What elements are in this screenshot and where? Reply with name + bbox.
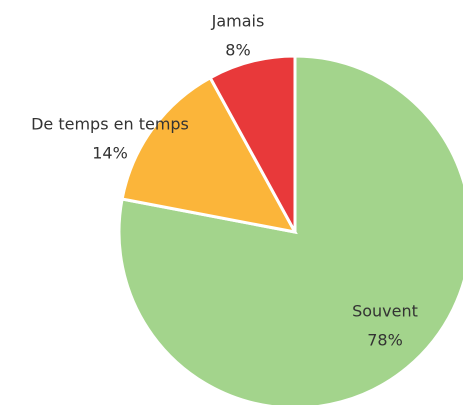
slice-label: De temps en temps — [31, 115, 189, 134]
slice-label: Jamais — [211, 12, 265, 31]
pie-slice — [208, 54, 297, 233]
slice-value-label: 8% — [225, 41, 250, 60]
slice-value-label: 78% — [367, 331, 403, 350]
pie-slice — [117, 54, 463, 405]
slice-label: Souvent — [352, 302, 418, 321]
slice-value-label: 14% — [92, 144, 128, 163]
pie-slice — [120, 75, 298, 235]
